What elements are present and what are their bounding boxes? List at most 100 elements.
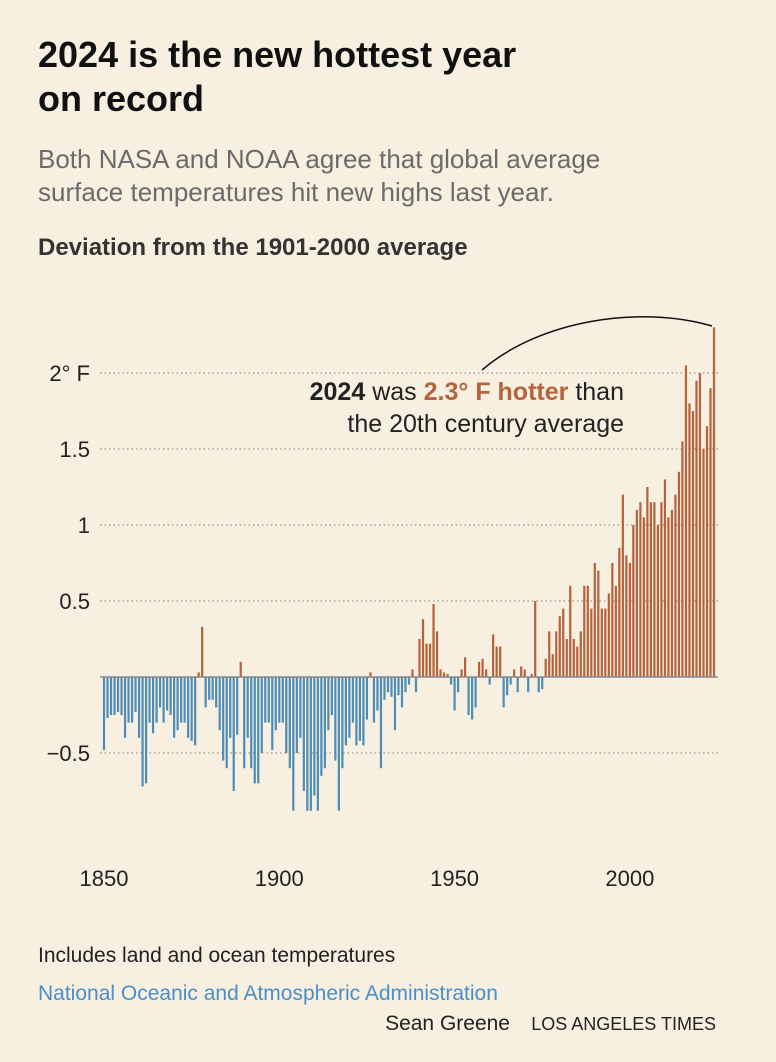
bar xyxy=(670,509,674,677)
bar xyxy=(141,677,144,787)
bar xyxy=(309,677,312,811)
credit: Sean Greene xyxy=(385,1012,510,1035)
bar xyxy=(148,677,151,723)
bar xyxy=(344,677,347,746)
bar xyxy=(646,487,649,677)
bar xyxy=(597,570,600,677)
bar xyxy=(169,677,172,715)
bar xyxy=(306,677,309,811)
bar xyxy=(516,677,519,693)
annotation-text: than xyxy=(575,378,624,406)
bar xyxy=(558,616,561,677)
bar xyxy=(712,327,716,677)
bar xyxy=(102,677,106,750)
bar xyxy=(397,677,400,696)
bar xyxy=(572,639,575,677)
bar xyxy=(243,677,246,769)
bar xyxy=(236,677,239,735)
bar xyxy=(229,677,232,738)
title: 2024 is the new hottest year xyxy=(38,34,516,75)
bar xyxy=(674,494,677,677)
bar xyxy=(421,619,425,677)
bar xyxy=(502,677,505,708)
bar xyxy=(562,608,565,677)
bar xyxy=(137,677,141,738)
bar xyxy=(253,677,256,784)
y-tick-label: 1 xyxy=(78,513,90,538)
bar xyxy=(197,672,200,677)
bar xyxy=(246,677,249,738)
bar xyxy=(302,677,305,791)
bar xyxy=(299,677,302,738)
bar xyxy=(215,677,218,708)
bar xyxy=(548,631,551,677)
x-tick-label: 1900 xyxy=(255,866,304,891)
bar xyxy=(386,677,390,693)
bar xyxy=(611,563,614,677)
bar xyxy=(628,563,631,677)
bar xyxy=(632,525,635,677)
bar xyxy=(250,677,253,769)
bar xyxy=(208,677,211,700)
bar xyxy=(264,677,267,723)
bar xyxy=(176,677,179,731)
bar xyxy=(116,677,120,712)
bar xyxy=(144,677,148,784)
bar xyxy=(660,502,663,677)
bar xyxy=(607,593,610,677)
bar xyxy=(492,634,495,677)
bar xyxy=(695,380,698,677)
bar xyxy=(274,677,277,731)
bar xyxy=(471,677,474,720)
bar xyxy=(467,677,470,715)
bar xyxy=(453,677,456,711)
bar xyxy=(162,677,165,723)
bar xyxy=(292,677,295,811)
x-tick-label: 2000 xyxy=(605,866,654,891)
annotation: 2024 was 2.3° F hotter than xyxy=(310,378,624,406)
bar xyxy=(414,677,418,693)
bar xyxy=(555,631,558,677)
publisher: LOS ANGELES TIMES xyxy=(531,1014,716,1034)
bar xyxy=(642,517,645,677)
bar xyxy=(495,646,498,677)
bar xyxy=(604,608,607,677)
bar xyxy=(506,677,509,696)
bar xyxy=(635,509,638,677)
bar xyxy=(355,677,358,746)
subtitle: Both NASA and NOAA agree that global ave… xyxy=(38,144,600,174)
bar xyxy=(383,677,386,700)
bar xyxy=(183,677,186,723)
bar xyxy=(123,677,127,738)
bar xyxy=(218,677,221,731)
bar xyxy=(313,677,316,796)
bar xyxy=(541,677,544,690)
bar xyxy=(190,677,193,741)
bar xyxy=(709,388,712,677)
bar xyxy=(407,677,411,685)
bar xyxy=(449,677,453,685)
bar xyxy=(166,677,169,711)
bar xyxy=(330,677,333,715)
bar xyxy=(173,677,176,738)
bar xyxy=(590,608,593,677)
bar xyxy=(456,677,460,693)
bar xyxy=(372,677,376,723)
bar xyxy=(600,608,603,677)
bar xyxy=(428,643,432,677)
bar xyxy=(705,426,709,677)
title: on record xyxy=(38,78,204,119)
bar xyxy=(435,631,439,677)
bar xyxy=(362,677,365,746)
bar xyxy=(393,677,397,731)
bar xyxy=(127,677,130,723)
bar xyxy=(295,677,298,753)
bar xyxy=(376,677,379,711)
bar xyxy=(320,677,323,776)
bar xyxy=(180,677,183,723)
bar xyxy=(369,672,372,677)
bar xyxy=(576,646,579,677)
bar xyxy=(341,677,344,769)
bar xyxy=(684,365,688,677)
